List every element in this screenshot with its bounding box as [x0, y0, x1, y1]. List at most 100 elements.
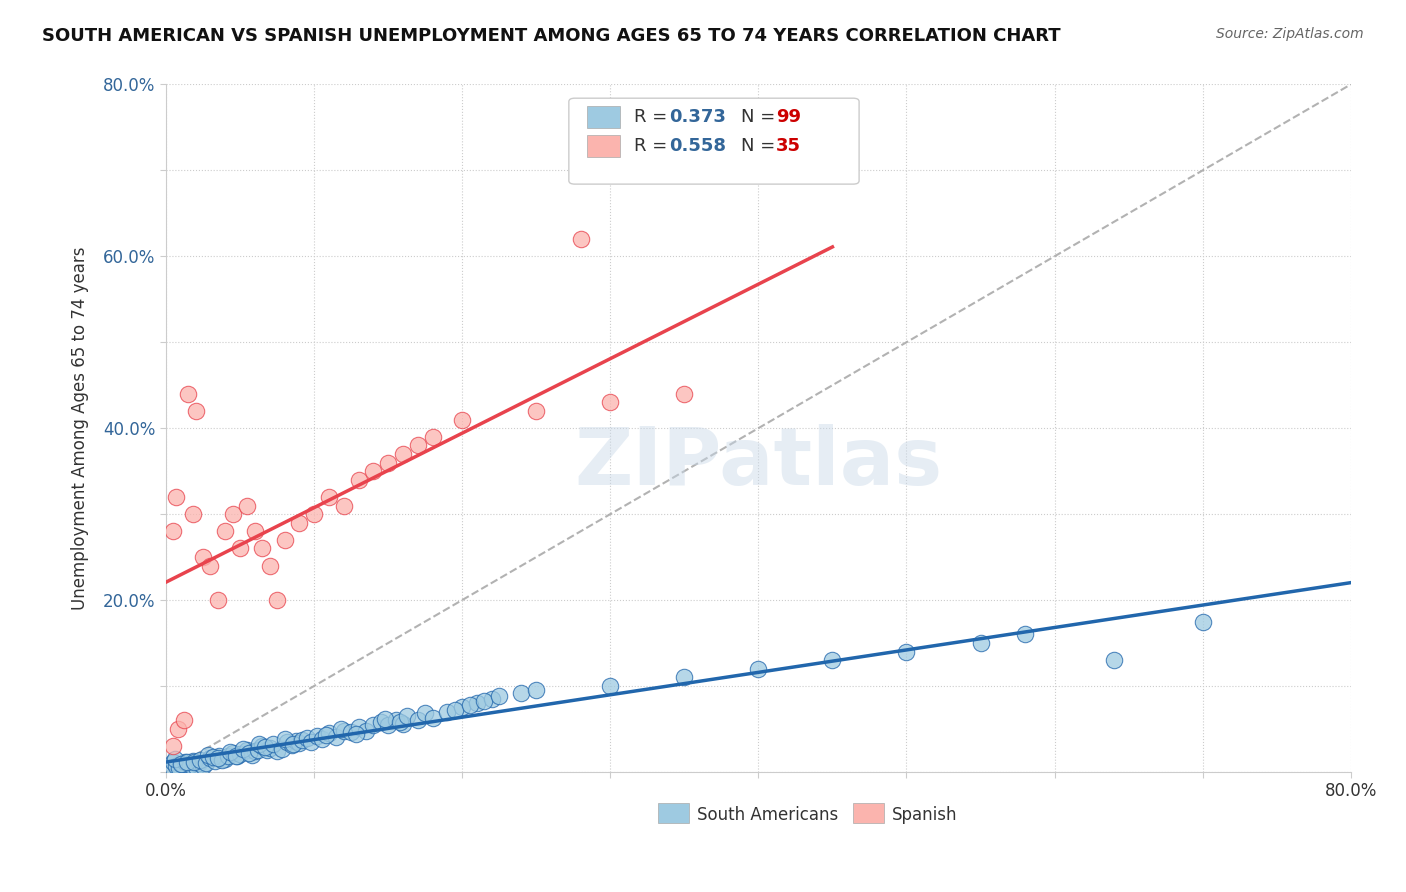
Point — [240, 747, 263, 762]
Point — [252, 541, 274, 556]
Point — [170, 762, 193, 776]
Point — [288, 516, 311, 530]
Point — [225, 748, 247, 763]
Point — [325, 730, 347, 744]
Point — [288, 736, 311, 750]
Point — [229, 541, 252, 556]
Point — [162, 755, 184, 769]
Point — [211, 753, 233, 767]
Point — [254, 739, 277, 754]
Point — [191, 550, 214, 565]
Point — [276, 735, 298, 749]
Point — [183, 756, 205, 770]
Point — [311, 732, 333, 747]
Point — [243, 744, 266, 758]
Point — [283, 738, 305, 752]
Text: N =: N = — [741, 108, 780, 126]
Point — [214, 752, 236, 766]
Point — [422, 711, 444, 725]
Point — [329, 722, 352, 736]
Point — [413, 706, 436, 721]
Point — [202, 750, 225, 764]
Point — [524, 683, 547, 698]
Point — [236, 743, 259, 757]
Point — [392, 716, 415, 731]
Point — [1014, 627, 1036, 641]
Point — [307, 729, 329, 743]
Point — [169, 762, 191, 776]
Point — [465, 696, 488, 710]
Point — [299, 735, 322, 749]
Point — [176, 755, 198, 769]
Point — [747, 662, 769, 676]
Text: R =: R = — [634, 136, 673, 154]
Point — [599, 679, 621, 693]
Point — [165, 759, 187, 773]
Bar — [853, 803, 884, 823]
Point — [318, 726, 340, 740]
Point — [181, 754, 204, 768]
Bar — [586, 106, 620, 128]
Point — [177, 386, 200, 401]
Point — [243, 524, 266, 539]
Point — [569, 232, 592, 246]
Point — [422, 430, 444, 444]
Point — [238, 746, 260, 760]
Text: R =: R = — [634, 108, 673, 126]
Point — [332, 723, 354, 738]
Point — [599, 395, 621, 409]
Point — [200, 751, 222, 765]
Point — [374, 712, 396, 726]
Point — [170, 757, 193, 772]
Point — [221, 746, 243, 760]
Point — [173, 756, 195, 771]
Point — [163, 752, 186, 766]
Point — [197, 747, 219, 762]
Text: 0.558: 0.558 — [669, 136, 727, 154]
Point — [281, 738, 304, 752]
Bar — [586, 135, 620, 157]
Point — [347, 720, 370, 734]
Point — [221, 507, 243, 521]
Text: SOUTH AMERICAN VS SPANISH UNEMPLOYMENT AMONG AGES 65 TO 74 YEARS CORRELATION CHA: SOUTH AMERICAN VS SPANISH UNEMPLOYMENT A… — [42, 27, 1060, 45]
Point — [273, 732, 295, 747]
Point — [354, 723, 377, 738]
Point — [262, 737, 284, 751]
Point — [204, 754, 226, 768]
Point — [259, 558, 281, 573]
Point — [332, 499, 354, 513]
Point — [295, 731, 318, 745]
Point — [246, 742, 269, 756]
Point — [184, 760, 207, 774]
Text: N =: N = — [741, 136, 780, 154]
Point — [315, 728, 337, 742]
Point — [174, 756, 197, 770]
Point — [318, 490, 340, 504]
Text: South Americans: South Americans — [697, 805, 838, 823]
Point — [266, 593, 288, 607]
Point — [214, 524, 236, 539]
Point — [208, 749, 231, 764]
Point — [384, 714, 406, 728]
Point — [969, 636, 991, 650]
Point — [173, 714, 195, 728]
Point — [266, 744, 288, 758]
Point — [188, 753, 211, 767]
Point — [363, 464, 385, 478]
Point — [406, 438, 429, 452]
Point — [896, 644, 918, 658]
Point — [273, 533, 295, 547]
Point — [363, 717, 385, 731]
Point — [229, 747, 252, 761]
Bar — [658, 803, 689, 823]
Text: Spanish: Spanish — [893, 805, 957, 823]
Point — [291, 733, 314, 747]
Point — [396, 709, 419, 723]
Point — [179, 758, 201, 772]
Point — [181, 507, 204, 521]
Point — [443, 703, 465, 717]
Point — [673, 670, 696, 684]
Point — [218, 745, 240, 759]
Point — [451, 700, 474, 714]
Text: 35: 35 — [776, 136, 801, 154]
